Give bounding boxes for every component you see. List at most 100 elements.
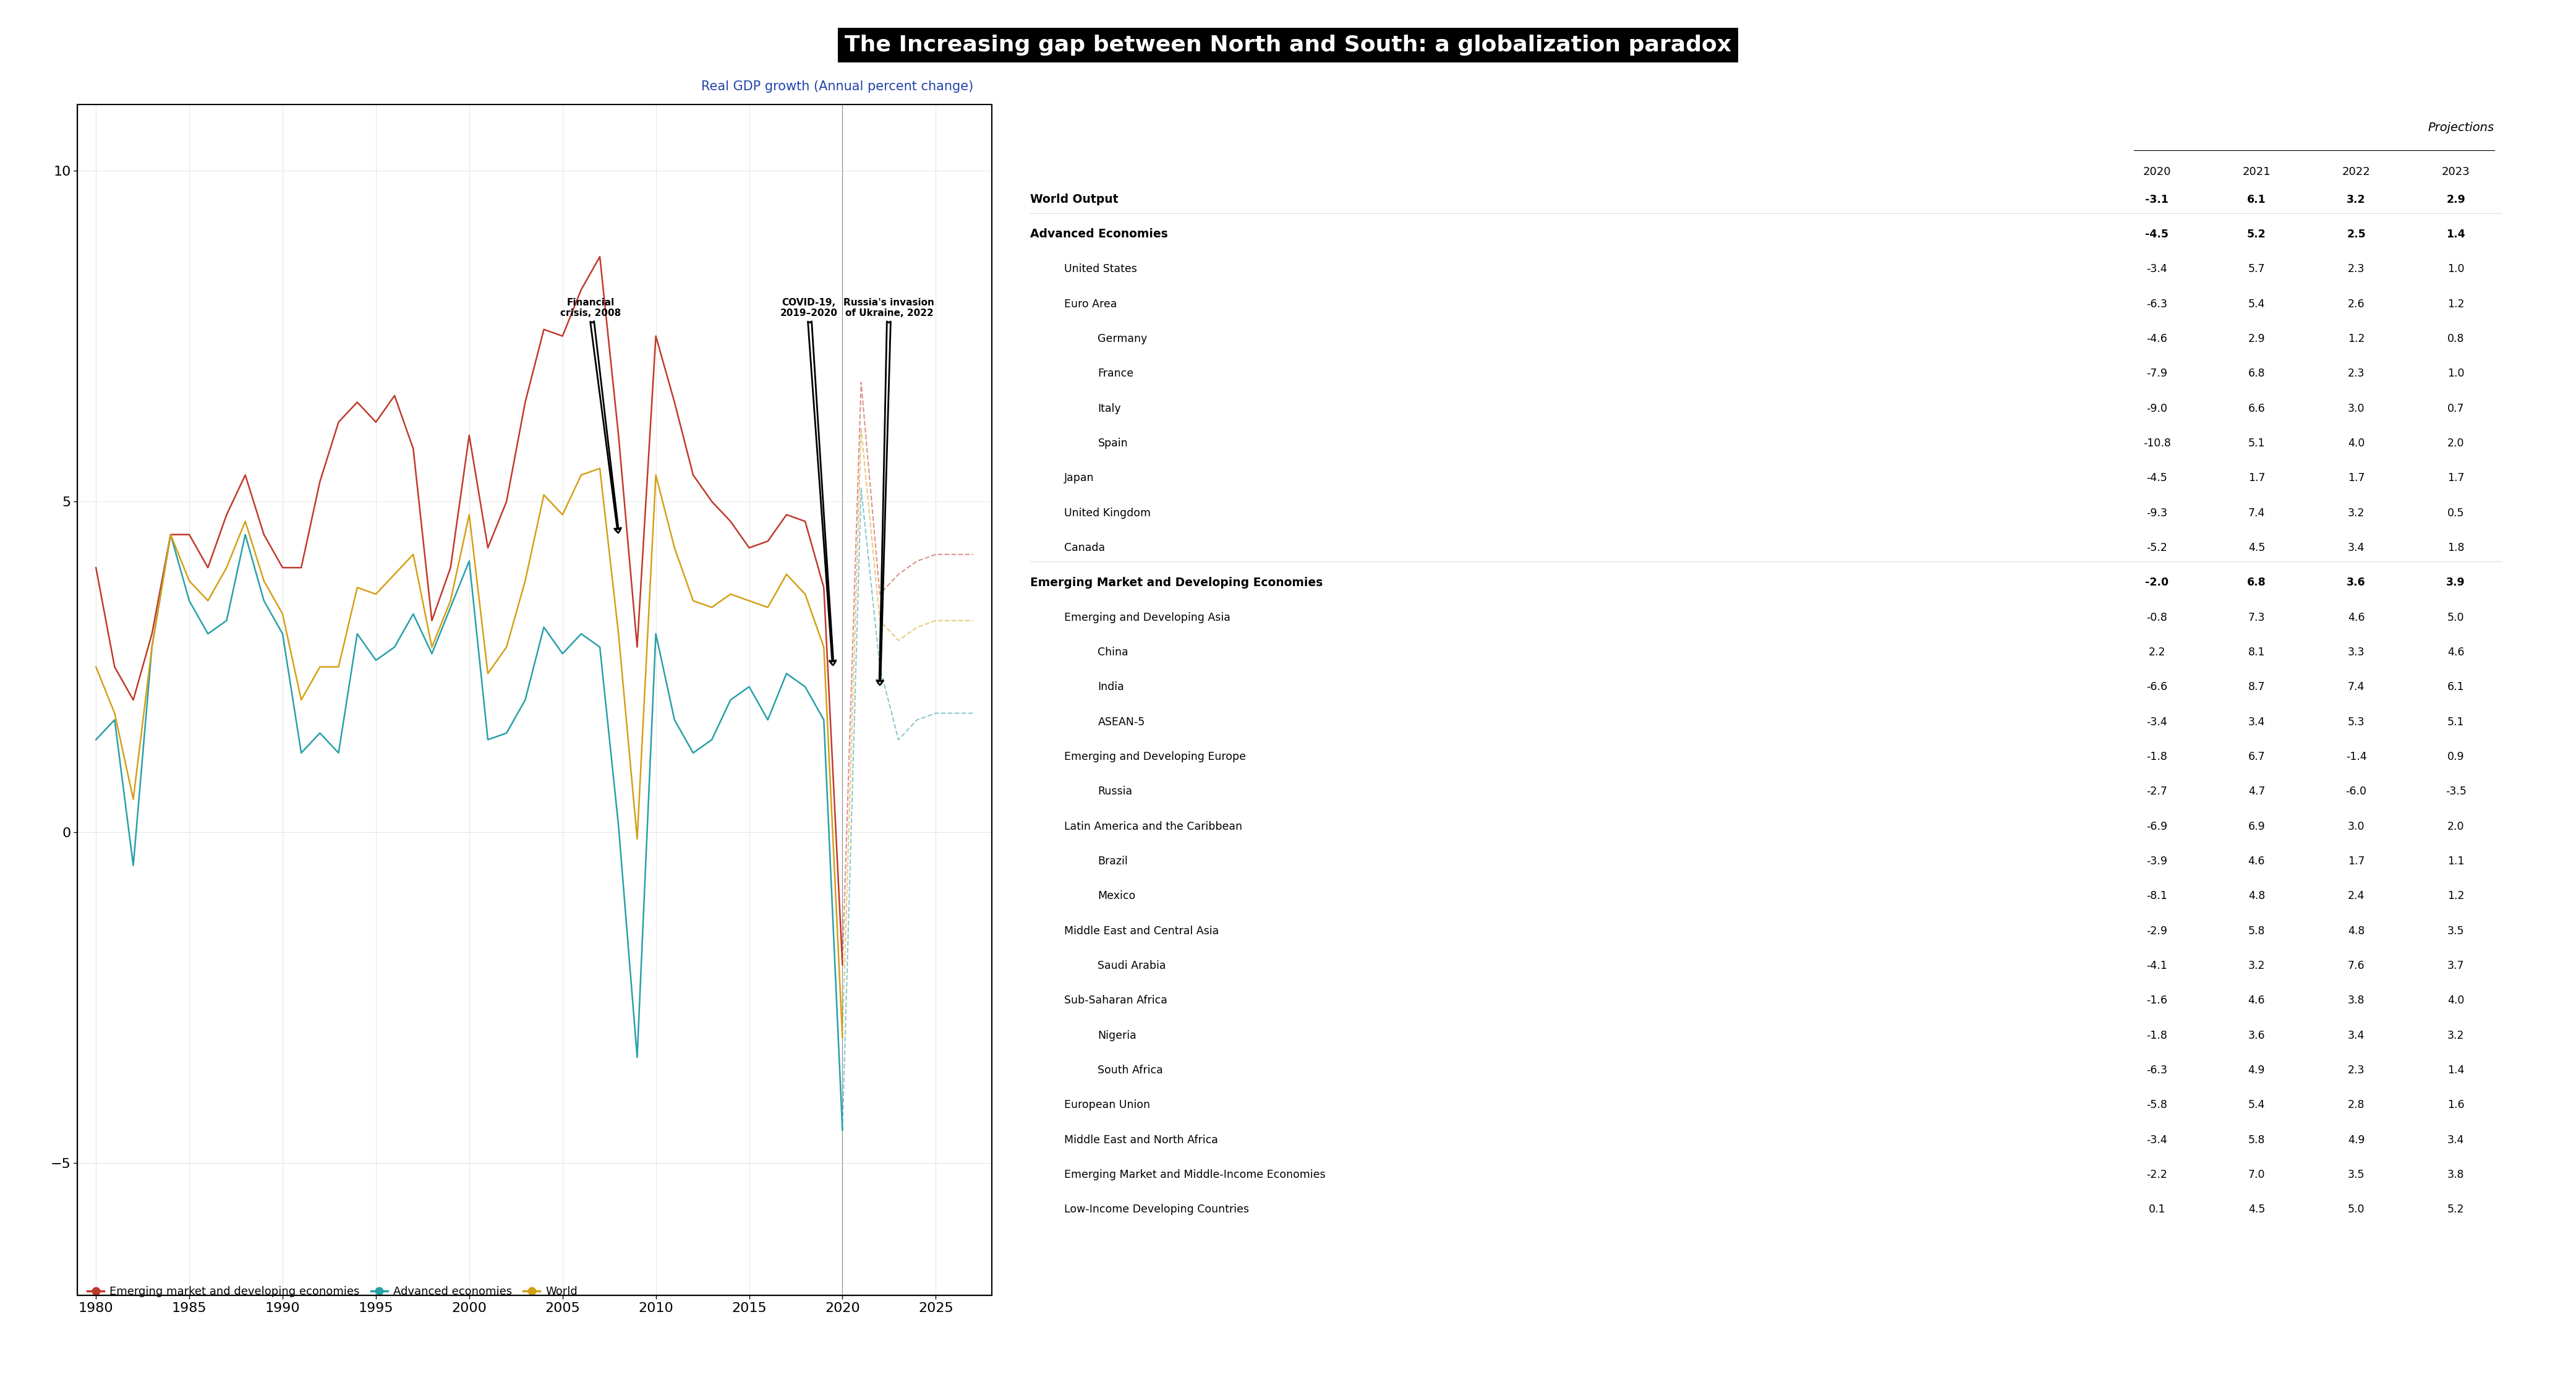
Text: India: India (1097, 681, 1123, 692)
Text: 1.4: 1.4 (2447, 1064, 2465, 1075)
Text: -5.8: -5.8 (2146, 1099, 2166, 1110)
Text: 2.0: 2.0 (2447, 820, 2465, 832)
Text: 6.9: 6.9 (2249, 820, 2264, 832)
Text: 2.4: 2.4 (2347, 890, 2365, 901)
Text: Projections: Projections (2429, 123, 2494, 134)
Text: Emerging and Developing Asia: Emerging and Developing Asia (1064, 612, 1231, 623)
Text: -8.1: -8.1 (2146, 890, 2166, 901)
Text: 8.1: 8.1 (2249, 646, 2264, 657)
Text: 2.9: 2.9 (2447, 194, 2465, 205)
Text: -4.5: -4.5 (2146, 228, 2169, 240)
Text: 3.7: 3.7 (2447, 960, 2465, 971)
Text: South Africa: South Africa (1097, 1064, 1164, 1075)
Text: 5.3: 5.3 (2347, 716, 2365, 727)
Text: The Increasing gap between North and South: a globalization paradox: The Increasing gap between North and Sou… (845, 35, 1731, 56)
Text: 5.1: 5.1 (2447, 716, 2465, 727)
Text: 6.8: 6.8 (2249, 368, 2264, 379)
Text: 1.2: 1.2 (2347, 333, 2365, 344)
Text: Saudi Arabia: Saudi Arabia (1097, 960, 1167, 971)
Text: 5.7: 5.7 (2249, 263, 2264, 274)
Text: 0.1: 0.1 (2148, 1204, 2166, 1215)
Text: -3.5: -3.5 (2445, 786, 2465, 797)
Text: -7.9: -7.9 (2146, 368, 2166, 379)
Text: Mexico: Mexico (1097, 890, 1136, 901)
Text: -2.0: -2.0 (2146, 577, 2169, 588)
Text: 3.5: 3.5 (2447, 925, 2465, 936)
Text: ASEAN-5: ASEAN-5 (1097, 716, 1144, 727)
Text: Spain: Spain (1097, 437, 1128, 449)
Text: 4.5: 4.5 (2249, 542, 2264, 553)
Text: -10.8: -10.8 (2143, 437, 2172, 449)
Text: 4.7: 4.7 (2249, 786, 2264, 797)
Text: 3.2: 3.2 (2447, 1029, 2465, 1041)
Text: World Output: World Output (1030, 194, 1118, 205)
Text: -4.5: -4.5 (2146, 472, 2166, 483)
Text: 5.1: 5.1 (2249, 437, 2264, 449)
Text: -6.9: -6.9 (2146, 820, 2166, 832)
Text: France: France (1097, 368, 1133, 379)
Text: -6.3: -6.3 (2146, 298, 2166, 309)
Text: -3.4: -3.4 (2146, 716, 2166, 727)
Text: -2.9: -2.9 (2146, 925, 2166, 936)
Text: 3.2: 3.2 (2249, 960, 2264, 971)
Text: 4.0: 4.0 (2347, 437, 2365, 449)
Text: European Union: European Union (1064, 1099, 1149, 1110)
Text: 3.8: 3.8 (2447, 1169, 2465, 1180)
Text: 4.9: 4.9 (2347, 1134, 2365, 1145)
Text: 7.6: 7.6 (2347, 960, 2365, 971)
Text: 1.6: 1.6 (2447, 1099, 2465, 1110)
Text: 3.0: 3.0 (2347, 403, 2365, 414)
Text: -3.9: -3.9 (2146, 855, 2166, 866)
Text: Middle East and North Africa: Middle East and North Africa (1064, 1134, 1218, 1145)
Text: 1.0: 1.0 (2447, 368, 2465, 379)
Text: 1.7: 1.7 (2249, 472, 2264, 483)
Text: Russia: Russia (1097, 786, 1133, 797)
Text: -4.6: -4.6 (2146, 333, 2166, 344)
Text: -6.6: -6.6 (2146, 681, 2166, 692)
Text: Russia's invasion
of Ukraine, 2022: Russia's invasion of Ukraine, 2022 (845, 298, 935, 685)
Text: -5.2: -5.2 (2146, 542, 2166, 553)
Text: Low-Income Developing Countries: Low-Income Developing Countries (1064, 1204, 1249, 1215)
Text: 0.7: 0.7 (2447, 403, 2465, 414)
Text: 2022: 2022 (2342, 166, 2370, 177)
Text: 3.6: 3.6 (2347, 577, 2365, 588)
Legend: Emerging market and developing economies, Advanced economies, World: Emerging market and developing economies… (82, 1282, 582, 1302)
Text: 5.8: 5.8 (2249, 925, 2264, 936)
Text: 1.2: 1.2 (2447, 890, 2465, 901)
Text: 1.7: 1.7 (2347, 855, 2365, 866)
Text: 6.8: 6.8 (2246, 577, 2267, 588)
Text: 3.9: 3.9 (2447, 577, 2465, 588)
Text: 3.4: 3.4 (2347, 1029, 2365, 1041)
Text: 5.0: 5.0 (2447, 612, 2465, 623)
Text: Middle East and Central Asia: Middle East and Central Asia (1064, 925, 1218, 936)
Text: 2.3: 2.3 (2347, 263, 2365, 274)
Text: Italy: Italy (1097, 403, 1121, 414)
Text: 5.2: 5.2 (2246, 228, 2267, 240)
Text: 4.9: 4.9 (2249, 1064, 2264, 1075)
Text: 1.8: 1.8 (2447, 542, 2465, 553)
Text: 3.2: 3.2 (2347, 194, 2365, 205)
Text: 1.1: 1.1 (2447, 855, 2465, 866)
Text: The Increasing gap between North and South: a globalization paradox: The Increasing gap between North and Sou… (878, 28, 1698, 49)
Text: 3.5: 3.5 (2347, 1169, 2365, 1180)
Text: 4.6: 4.6 (2347, 612, 2365, 623)
Text: 2023: 2023 (2442, 166, 2470, 177)
Text: 1.7: 1.7 (2347, 472, 2365, 483)
Text: -1.6: -1.6 (2146, 995, 2166, 1006)
Text: 2.6: 2.6 (2347, 298, 2365, 309)
Text: 0.5: 0.5 (2447, 507, 2465, 518)
Text: United Kingdom: United Kingdom (1064, 507, 1151, 518)
Text: -3.4: -3.4 (2146, 263, 2166, 274)
Text: -9.0: -9.0 (2146, 403, 2166, 414)
Text: China: China (1097, 646, 1128, 657)
Text: -6.3: -6.3 (2146, 1064, 2166, 1075)
Text: 2.3: 2.3 (2347, 1064, 2365, 1075)
Text: 6.6: 6.6 (2249, 403, 2264, 414)
Text: Euro Area: Euro Area (1064, 298, 1118, 309)
Text: 3.4: 3.4 (2447, 1134, 2465, 1145)
Text: 2.9: 2.9 (2249, 333, 2264, 344)
Text: Germany: Germany (1097, 333, 1146, 344)
Text: Real GDP growth (Annual percent change): Real GDP growth (Annual percent change) (701, 81, 974, 92)
Text: 4.6: 4.6 (2249, 855, 2264, 866)
Text: COVID-19,
2019–2020: COVID-19, 2019–2020 (781, 298, 837, 666)
